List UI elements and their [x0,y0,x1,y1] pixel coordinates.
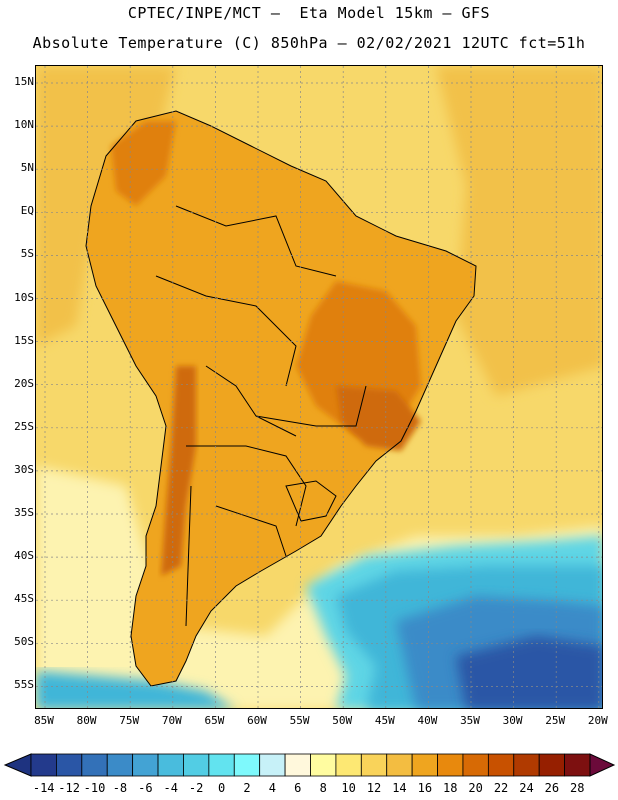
colorbar-swatch [30,753,57,777]
longitude-label: 25W [545,714,566,727]
map-panel [35,65,603,709]
longitude-label: 70W [161,714,182,727]
country-borders [85,110,477,687]
colorbar-tick-label: 4 [268,781,276,795]
longitude-label: 80W [76,714,97,727]
colorbar-tick-label: 8 [319,781,327,795]
colorbar-tick-label: 2 [243,781,251,795]
colorbar-tick-label: -2 [188,781,204,795]
colorbar-swatch [513,753,540,777]
colorbar-tick-label: -12 [58,781,80,795]
colorbar-swatch [310,753,337,777]
latitude-label: 45S [14,592,34,606]
longitude-label: 35W [460,714,480,727]
hot-region-north [111,121,176,206]
south-america-landmass [86,111,476,686]
colorbar-tick-label: 24 [519,781,534,795]
latitude-label: EQ [20,204,34,218]
colorbar-tick-label: 6 [294,781,302,795]
colorbar-tick-label: 12 [366,781,382,795]
colorbar-swatch [564,753,591,777]
colorbar-swatch [208,753,235,777]
title-line-1: CPTEC/INPE/MCT – Eta Model 15km – GFS [127,4,491,22]
colorbar-swatch [259,753,286,777]
colorbar-swatch [538,753,565,777]
title-line-2: Absolute Temperature (C) 850hPa – 02/02/… [32,34,586,52]
colorbar-swatch [157,753,184,777]
colorbar-tick-label: 0 [217,781,226,795]
colorbar-under-arrow [3,753,32,777]
longitude-label: 20W [587,714,608,727]
colorbar-swatch [56,753,83,777]
colorbar-tick-label: 14 [392,781,407,795]
latitude-label: 15S [14,333,34,347]
hot-region-andes [161,366,196,576]
colorbar [3,753,616,777]
longitude-label: 50W [332,714,353,727]
latitude-label: 30S [14,462,34,476]
latitude-label: 25S [14,419,34,433]
colorbar-tick-label: 22 [493,781,509,795]
colorbar-swatch [411,753,438,777]
longitude-label: 65W [204,714,225,727]
cold-air-southwest [36,671,233,708]
colorbar-tick-label: 20 [468,781,483,795]
colorbar-swatch [437,753,464,777]
colorbar-swatch [462,753,489,777]
colorbar-swatch [183,753,210,777]
colorbar-swatch [233,753,261,777]
colorbar-tick-label: -4 [163,781,178,795]
colorbar-tick-label: 10 [341,781,356,795]
graticule [36,66,602,708]
colorbar-swatch [360,753,388,777]
latitude-label: 20S [14,376,34,390]
latitude-label: 50S [14,635,34,649]
latitude-label: 5S [20,247,34,261]
longitude-label: 30W [502,714,523,727]
colorbar-tick-label: -10 [83,781,106,795]
colorbar-over-arrow [589,753,616,777]
colorbar-swatch [386,753,413,777]
latitude-label: 35S [14,506,34,519]
colorbar-swatch [132,753,159,777]
colorbar-tick-label: -8 [112,781,128,795]
longitude-label: 75W [119,714,140,727]
colorbar-tick-label: -14 [32,781,55,795]
longitude-label: 60W [247,714,267,727]
longitude-label: 85W [34,714,54,727]
colorbar-tick-label: -6 [138,781,153,795]
latitude-label: 40S [14,549,34,563]
colorbar-tick-label: 28 [570,781,585,795]
latitude-label: 15N [14,75,34,88]
latitude-label: 10N [14,118,34,132]
colorbar-swatch [487,753,515,777]
colorbar-swatch [81,753,108,777]
longitude-label: 55W [289,714,310,727]
colorbar-swatch [335,753,362,777]
colorbar-tick-label: 18 [443,781,458,795]
latitude-label: 10S [14,290,34,304]
colorbar-swatch [106,753,134,777]
longitude-label: 45W [374,714,395,727]
cold-air-core [456,636,602,708]
latitude-label: 55S [14,678,34,692]
colorbar-tick-label: 16 [417,781,433,795]
hot-region-southeast [336,386,421,451]
colorbar-tick-label: 26 [544,781,560,795]
longitude-label: 40W [417,714,438,727]
latitude-label: 5N [20,161,34,175]
warm-ocean-east [436,66,602,396]
colorbar-swatch [284,753,311,777]
temperature-map [36,66,602,708]
